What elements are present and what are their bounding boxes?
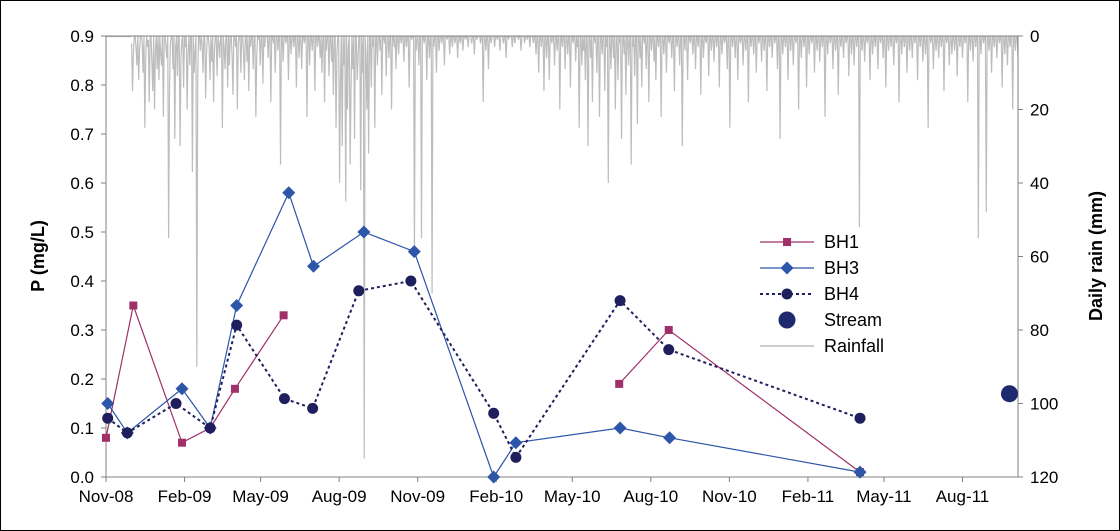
bh1-point [664,326,673,334]
bh4-point [121,427,133,439]
bh3-point [487,470,501,484]
bh1-point [615,379,624,388]
bh3-point [613,421,627,435]
bh4-point [405,275,417,287]
bh3-point [230,299,244,312]
bh3-point [509,436,523,450]
bh1-series [102,301,865,477]
bh4-point [102,412,114,424]
bh4-point [663,344,675,356]
x-tick-label: Aug-11 [936,487,990,506]
bh3-point [853,465,867,479]
legend-label: BH3 [824,258,859,278]
bh3-line [107,191,861,479]
bh4-point [170,398,182,409]
y-tick-label: 0.4 [70,272,94,291]
y2-axis-title: Daily rain (mm) [1086,191,1106,321]
bh4-point [854,412,866,424]
bh4-point [278,393,290,405]
x-tick-label: Nov-09 [390,487,445,506]
legend-item: BH4 [760,284,859,304]
bh4-point [510,451,522,463]
bh1-point [783,238,791,246]
x-tick-label: Aug-09 [312,487,367,506]
y2-tick-label: 60 [1030,248,1049,267]
bh3-point [101,397,115,410]
bh4-point [231,319,243,331]
bh3-series [101,186,867,484]
y-tick-label: 0.6 [70,174,94,193]
y-tick-label: 0.9 [70,27,94,46]
x-tick-label: Nov-08 [79,487,134,506]
stream-point [1000,385,1018,403]
bh3-point [307,259,321,273]
legend-item: BH3 [760,258,859,278]
bh1-point [129,301,138,310]
bh4-point [781,288,793,300]
legend-item: BH1 [760,232,859,252]
bh4-point [614,295,626,307]
x-tick-label: May-11 [856,487,911,506]
bh3-point [357,225,371,239]
bh4-point [353,285,365,297]
bh1-point [102,433,110,442]
y-tick-label: 0.7 [70,125,94,144]
x-tick-label: Nov-10 [702,487,757,506]
stream-point [778,311,796,329]
bh3-point [407,245,421,259]
bh1-point [279,311,288,320]
bh4-series [102,275,866,463]
x-tick-label: Feb-10 [469,487,523,506]
axis-ticks: 0.0 0.1 0.2 0.3 0.4 0.5 0.6 0.7 0.8 0.9 0 20 40 60 80 1… [70,27,1058,506]
legend-label: Stream [824,310,882,330]
bh3-point [780,261,794,275]
y2-tick-label: 20 [1030,101,1049,120]
x-tick-label: Feb-11 [782,487,835,506]
bh4-point [204,422,216,434]
x-tick-label: Feb-09 [158,487,212,506]
x-tick-label: Aug-10 [623,487,678,506]
bh4-point [307,402,319,414]
legend-label: BH1 [824,232,859,252]
y-tick-label: 0.8 [70,76,94,95]
y-tick-label: 0.2 [70,370,94,389]
rainfall-series [106,36,1018,459]
y-tick-label: 0.3 [70,321,94,340]
y2-tick-label: 40 [1030,174,1049,193]
bh1-point [178,438,186,447]
x-tick-label: May-10 [544,487,601,506]
y-tick-label: 0.5 [70,223,94,242]
data-series [101,186,1018,484]
y-tick-label: 0.1 [70,419,94,438]
legend-label: BH4 [824,284,859,304]
y2-tick-label: 120 [1030,468,1058,487]
bh3-point [663,431,677,445]
legend-item: Stream [778,310,882,330]
bh4-line [107,279,861,460]
stream-series [1000,385,1018,403]
y-axis-title: P (mg/L) [28,220,48,292]
x-tick-label: May-09 [232,487,289,506]
bh1-point [230,384,239,393]
bh4-point [488,407,500,419]
y-tick-label: 0.0 [70,468,94,487]
bh3-point [175,382,189,396]
legend-label: Rainfall [824,336,884,356]
y2-tick-label: 80 [1030,321,1049,340]
bh1-line [105,303,285,444]
y2-tick-label: 100 [1030,395,1058,414]
y2-tick-label: 0 [1030,27,1039,46]
legend-item: Rainfall [760,336,884,356]
bh3-point [282,186,296,200]
rainfall-line [131,36,1018,459]
legend: BH1 BH3 BH4 Stream Rainfall [760,232,884,356]
